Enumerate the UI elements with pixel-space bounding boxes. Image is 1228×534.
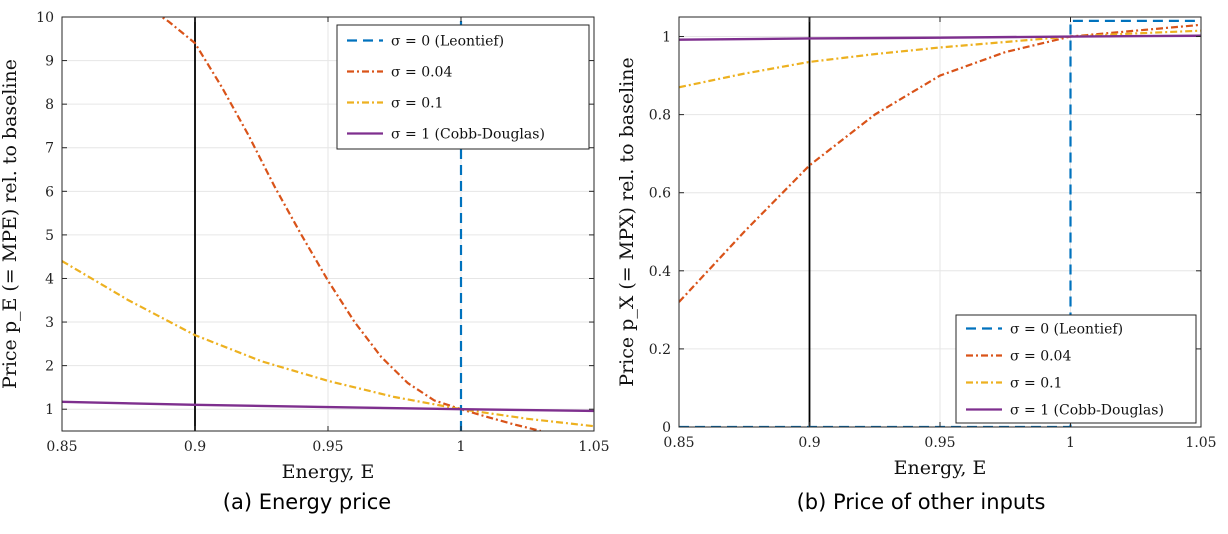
x-tick-label: 1 [1066,435,1075,451]
x-tick-label: 0.95 [312,439,343,455]
y-tick-label: 7 [45,141,54,157]
legend: σ = 0 (Leontief) σ = 0.04 σ = 0.1 σ = 1 (Co… [336,24,590,150]
x-tick-label: 0.95 [924,435,955,451]
chart-caption: (b) Price of other inputs [796,490,1046,514]
x-tick-label: 0.85 [663,435,694,451]
series-line-2 [159,17,542,431]
x-tick-label: 0.9 [184,439,206,455]
energy-price-chart: 0.85 0.9 0.95 1 1.05 1 2 3 4 5 6 7 8 9 10 Energy, E Pric… [0,10,610,483]
y-tick-label: 9 [45,54,54,70]
series-line-3 [679,29,1201,89]
legend-entry: σ = 0 (Leontief) [391,34,504,50]
legend: σ = 0 (Leontief) σ = 0.04 σ = 0.1 σ = 1 (Co… [955,314,1197,424]
y-tick-label: 0.8 [649,108,671,124]
legend-box [336,24,590,150]
y-tick-label: 10 [36,10,54,26]
series-line-4 [679,34,1201,41]
y-tick-label: 2 [45,359,54,375]
y-tick-label: 0.6 [649,186,671,202]
legend-entry: σ = 1 (Cobb-Douglas) [1010,403,1164,419]
x-axis-label: Energy, E [894,457,987,479]
y-tick-label: 1 [45,402,54,418]
y-tick-label: 0.2 [649,342,671,358]
other-inputs-price-chart: 0.85 0.9 0.95 1 1.05 0 0.2 0.4 0.6 0.8 1 Energy, E P… [616,16,1217,479]
other-inputs-price-panel: 0.85 0.9 0.95 1 1.05 0 0.2 0.4 0.6 0.8 1 Energy, E P… [614,0,1228,534]
series-line-1 [679,19,1201,427]
legend-box [955,314,1197,424]
y-tick-label: 3 [45,315,54,331]
x-tick-label: 0.9 [798,435,820,451]
y-axis-label: Price p_E (= MPE) rel. to baseline [0,59,21,389]
series-line-2 [679,23,1201,303]
legend-entry: σ = 0.04 [1010,349,1071,365]
y-tick-label: 0.4 [649,264,671,280]
legend-entry: σ = 0.04 [391,65,452,81]
y-tick-label: 8 [45,97,54,113]
series-line-4 [62,400,594,413]
legend-entry: σ = 0 (Leontief) [1010,322,1123,338]
x-tick-label: 1.05 [578,439,609,455]
x-axis-label: Energy, E [282,461,375,483]
x-tick-label: 0.85 [46,439,77,455]
legend-entry: σ = 0.1 [1010,376,1062,392]
x-tick-label: 1.05 [1185,435,1216,451]
y-tick-label: 4 [45,271,54,287]
y-axis-label: Price p_X (= MPX) rel. to baseline [616,57,638,386]
y-tick-label: 0 [662,420,671,436]
y-tick-label: 6 [45,184,54,200]
energy-price-panel: 0.85 0.9 0.95 1 1.05 1 2 3 4 5 6 7 8 9 10 Energy, E Pric… [0,10,610,514]
x-tick-label: 1 [457,439,466,455]
legend-entry: σ = 1 (Cobb-Douglas) [391,127,545,143]
legend-entry: σ = 0.1 [391,96,443,112]
plot-area [679,17,1201,427]
y-tick-label: 5 [45,228,54,244]
chart-caption: (a) Energy price [222,490,392,514]
y-tick-label: 1 [662,30,671,46]
